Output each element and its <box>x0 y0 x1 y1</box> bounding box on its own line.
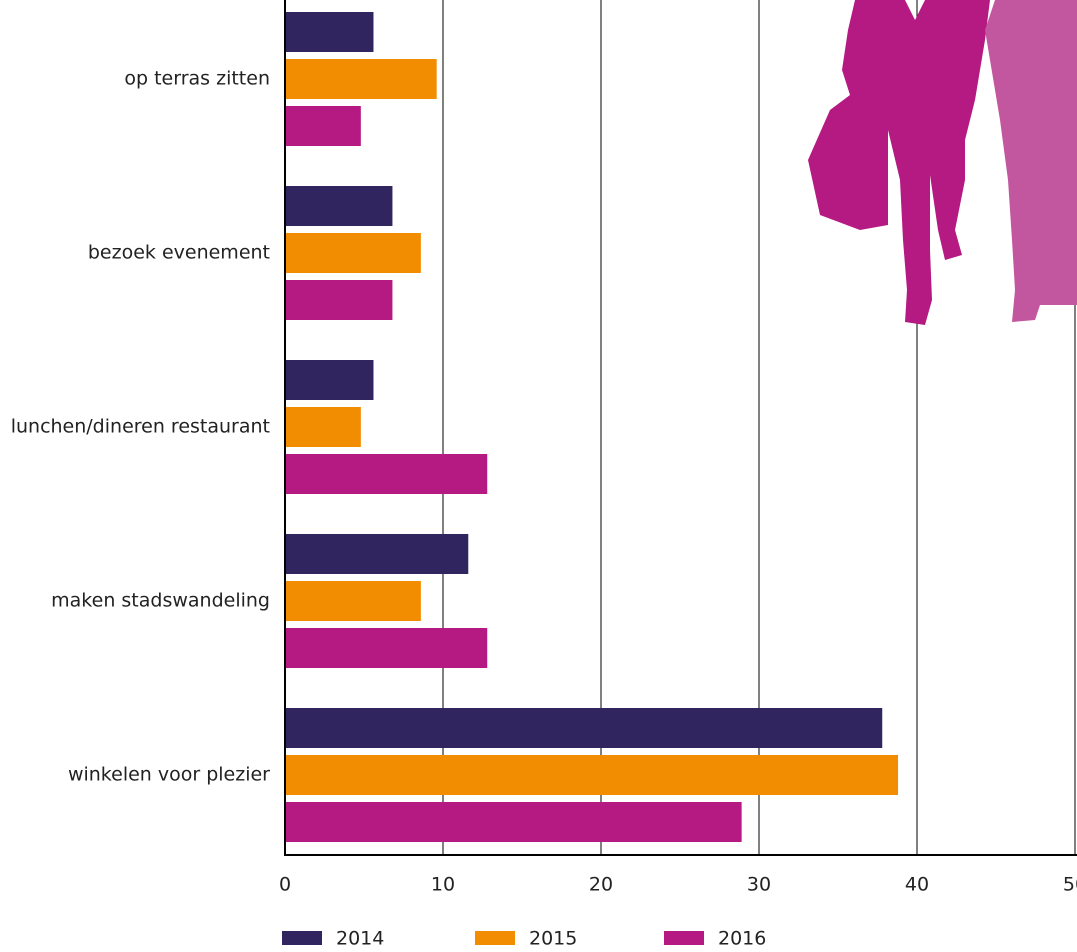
legend-label: 2014 <box>336 928 384 949</box>
legend-label: 2015 <box>529 928 577 949</box>
bar <box>285 628 488 668</box>
silhouette-illustration <box>808 0 1077 325</box>
x-tick-label: 0 <box>279 874 291 896</box>
silhouette-person <box>808 0 990 325</box>
bar <box>285 802 742 842</box>
x-tick-label: 10 <box>431 874 455 896</box>
legend-label: 2016 <box>718 928 766 949</box>
category-label: lunchen/dineren restaurant <box>11 416 270 438</box>
legend-swatch <box>475 931 515 945</box>
x-tick-label: 40 <box>905 874 929 896</box>
category-label: op terras zitten <box>124 68 270 90</box>
x-tick-label: 20 <box>589 874 613 896</box>
bar <box>285 233 421 273</box>
bar <box>285 59 437 99</box>
x-tick-label: 50 <box>1063 874 1077 896</box>
legend-swatch <box>664 931 704 945</box>
bar <box>285 360 374 400</box>
bar <box>285 708 883 748</box>
bar <box>285 454 488 494</box>
bar <box>285 186 393 226</box>
silhouette-person <box>985 0 1077 322</box>
plot: 0 10 20 30 40 50 op terras zitten bezoek evenem… <box>11 0 1077 950</box>
x-tick-label: 30 <box>747 874 771 896</box>
bar <box>285 106 361 146</box>
bar <box>285 581 421 621</box>
category-label: winkelen voor plezier <box>68 764 270 786</box>
bar <box>285 755 899 795</box>
category-label: bezoek evenement <box>88 242 270 264</box>
legend-swatch <box>282 931 322 945</box>
bar <box>285 407 361 447</box>
bar <box>285 280 393 320</box>
bar <box>285 534 469 574</box>
bar <box>285 12 374 52</box>
category-label: maken stadswandeling <box>51 590 270 612</box>
